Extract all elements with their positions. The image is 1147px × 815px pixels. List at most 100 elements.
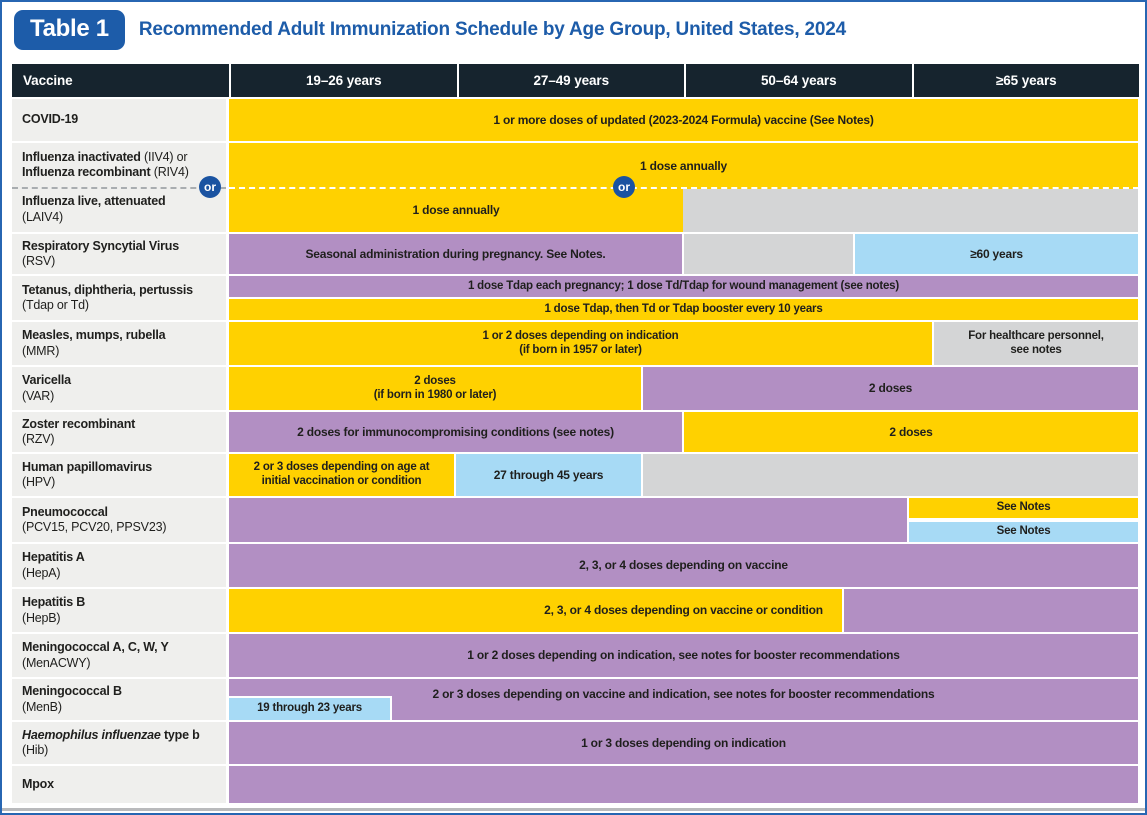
or-badge-icon: or xyxy=(613,176,635,198)
row-varicella: Varicella (VAR) 2 doses (if born in 1980 or… xyxy=(12,367,1139,410)
schedule-bar-purple: 2 doses xyxy=(643,367,1138,410)
vaccine-label-text: Haemophilus influenzae type b (Hib) xyxy=(22,727,200,757)
vaccine-label-text: Hepatitis A (HepA) xyxy=(22,550,85,580)
row-influenza-group: Influenza inactivated (IIV4) or Influenza… xyxy=(12,143,1139,232)
bar-area: 1 or 3 doses depending on indication xyxy=(229,722,1139,764)
schedule-bar-purple: 1 dose Tdap each pregnancy; 1 dose Td/Td… xyxy=(229,276,1138,297)
vaccine-label-mmr: Measles, mumps, rubella (MMR) xyxy=(12,322,226,365)
schedule-bar-purple: 2 doses for immunocompromising condition… xyxy=(229,412,682,452)
vaccine-label-rsv: Respiratory Syncytial Virus (RSV) xyxy=(12,234,226,274)
bar-area xyxy=(229,766,1139,803)
bar-area: 1 or more doses of updated (2023-2024 Fo… xyxy=(229,99,1139,141)
vaccine-label-varicella: Varicella (VAR) xyxy=(12,367,226,410)
row-tetanus: Tetanus, diphtheria, pertussis (Tdap or T… xyxy=(12,276,1139,320)
row-zoster: Zoster recombinant (RZV) 2 doses for immun… xyxy=(12,412,1139,452)
table-header-row: Vaccine 19–26 years 27–49 years 50–64 ye… xyxy=(12,64,1139,97)
dashed-divider-label xyxy=(12,187,226,189)
dashed-divider-bars xyxy=(229,187,1139,189)
or-badge-icon: or xyxy=(199,176,221,198)
vaccine-label-hep-b: Hepatitis B (HepB) xyxy=(12,589,226,632)
title-bar: Table 1 Recommended Adult Immunization S… xyxy=(14,10,846,50)
schedule-bar-purple: 2, 3, or 4 doses depending on vaccine xyxy=(229,544,1138,587)
vaccine-label-zoster: Zoster recombinant (RZV) xyxy=(12,412,226,452)
vaccine-label-text: COVID-19 xyxy=(22,112,79,127)
schedule-bar-purple xyxy=(229,498,907,542)
vaccine-label-hpv: Human papillomavirus (HPV) xyxy=(12,454,226,496)
bar-area: 2 doses (if born in 1980 or later) 2 doses xyxy=(229,367,1139,410)
schedule-bar-yellow: 2 doses xyxy=(684,412,1138,452)
vaccine-label-text: Zoster recombinant (RZV) xyxy=(22,416,136,446)
schedule-bar-gray xyxy=(643,454,1138,496)
bar-area: 1 or 2 doses depending on indication (if … xyxy=(229,322,1139,365)
vaccine-label-text: Human papillomavirus (HPV) xyxy=(22,459,153,489)
vaccine-label-pneumococcal: Pneumococcal (PCV15, PCV20, PPSV23) xyxy=(12,498,226,542)
schedule-bar-gray xyxy=(684,234,853,274)
vaccine-label-text: Meningococcal B (MenB) xyxy=(22,684,122,714)
row-pneumococcal: Pneumococcal (PCV15, PCV20, PPSV23) See No… xyxy=(12,498,1139,542)
vaccine-label-text: Mpox xyxy=(22,776,54,791)
schedule-bar-yellow: 2 or 3 doses depending on age at initial … xyxy=(229,454,454,496)
schedule-rows: COVID-19 1 or more doses of updated (2023… xyxy=(12,99,1139,805)
schedule-bar-yellow: See Notes xyxy=(909,498,1138,518)
vaccine-label-men-acwy: Meningococcal A, C, W, Y (MenACWY) xyxy=(12,634,226,677)
schedule-bar-gray xyxy=(683,189,1138,232)
bar-area: 1 or 2 doses depending on indication, se… xyxy=(229,634,1139,677)
column-header-65-plus: ≥65 years xyxy=(911,64,1140,97)
schedule-bar-yellow xyxy=(229,589,842,632)
row-rsv: Respiratory Syncytial Virus (RSV) Seasonal… xyxy=(12,234,1139,274)
schedule-bar-blue: See Notes xyxy=(909,522,1138,542)
row-hep-b: Hepatitis B (HepB) 2, 3, or 4 doses depend… xyxy=(12,589,1139,632)
bar-area: 1 dose annually 1 dose annually xyxy=(229,143,1139,232)
bar-area: 2, 3, or 4 doses depending on vaccine xyxy=(229,544,1139,587)
bar-area: Seasonal administration during pregnancy… xyxy=(229,234,1139,274)
schedule-bar-yellow: 1 dose annually xyxy=(229,143,1138,189)
vaccine-label-text: Varicella (VAR) xyxy=(22,373,71,403)
vaccine-label-text: Meningococcal A, C, W, Y (MenACWY) xyxy=(22,640,169,670)
row-men-b: Meningococcal B (MenB) 2 or 3 doses depend… xyxy=(12,679,1139,720)
column-header-vaccine: Vaccine xyxy=(23,73,73,88)
schedule-bar-purple: 1 or 2 doses depending on indication, se… xyxy=(229,634,1138,677)
vaccine-label-mpox: Mpox xyxy=(12,766,226,803)
vaccine-label-hep-a: Hepatitis A (HepA) xyxy=(12,544,226,587)
bar-area: 1 dose Tdap each pregnancy; 1 dose Td/Td… xyxy=(229,276,1139,320)
vaccine-label-text: Influenza live, attenuated (LAIV4) xyxy=(22,194,166,224)
column-header-27-49: 27–49 years xyxy=(456,64,685,97)
schedule-bar-blue: 27 through 45 years xyxy=(456,454,641,496)
schedule-bar-purple: Seasonal administration during pregnancy… xyxy=(229,234,682,274)
vaccine-label-covid-19: COVID-19 xyxy=(12,99,226,141)
schedule-bar-yellow: 1 or 2 doses depending on indication (if … xyxy=(229,322,932,365)
schedule-bar-blue: ≥60 years xyxy=(855,234,1138,274)
vaccine-label-text: Pneumococcal (PCV15, PCV20, PPSV23) xyxy=(22,504,167,534)
row-mpox: Mpox xyxy=(12,766,1139,803)
bar-area: 2 or 3 doses depending on age at initial … xyxy=(229,454,1139,496)
vaccine-label-text: Measles, mumps, rubella (MMR) xyxy=(22,328,166,358)
vaccine-label-men-b: Meningococcal B (MenB) xyxy=(12,679,226,720)
bar-area: 2, 3, or 4 doses depending on vaccine or… xyxy=(229,589,1139,632)
column-header-19-26: 19–26 years xyxy=(229,64,457,97)
table-number-badge: Table 1 xyxy=(14,10,125,50)
schedule-bar-yellow: 2 doses (if born in 1980 or later) xyxy=(229,367,641,410)
row-hep-a: Hepatitis A (HepA) 2, 3, or 4 doses depend… xyxy=(12,544,1139,587)
schedule-bar-purple: 1 or 3 doses depending on indication xyxy=(229,722,1138,764)
schedule-bar-purple xyxy=(844,589,1138,632)
schedule-bar-yellow: 1 dose annually xyxy=(229,189,683,232)
row-men-acwy: Meningococcal A, C, W, Y (MenACWY) 1 or 2 … xyxy=(12,634,1139,677)
page-title: Recommended Adult Immunization Schedule … xyxy=(138,19,846,40)
schedule-bar-text: 2 or 3 doses depending on vaccine and in… xyxy=(432,686,935,701)
schedule-bar-yellow: 1 dose Tdap, then Td or Tdap booster eve… xyxy=(229,299,1138,320)
row-hib: Haemophilus influenzae type b (Hib) 1 or 3… xyxy=(12,722,1139,764)
row-covid-19: COVID-19 1 or more doses of updated (2023… xyxy=(12,99,1139,141)
schedule-bar-purple xyxy=(229,766,1138,803)
bar-area: See Notes See Notes xyxy=(229,498,1139,542)
bottom-divider xyxy=(2,808,1145,811)
schedule-bar-blue: 19 through 23 years xyxy=(229,696,392,720)
bar-area: 2 doses for immunocompromising condition… xyxy=(229,412,1139,452)
vaccine-label-text: Respiratory Syncytial Virus (RSV) xyxy=(22,238,179,268)
vaccine-label-hib: Haemophilus influenzae type b (Hib) xyxy=(12,722,226,764)
row-mmr: Measles, mumps, rubella (MMR) 1 or 2 doses… xyxy=(12,322,1139,365)
row-hpv: Human papillomavirus (HPV) 2 or 3 doses de… xyxy=(12,454,1139,496)
schedule-bar-text: 2, 3, or 4 doses depending on vaccine or… xyxy=(544,603,823,618)
schedule-bar-gray: For healthcare personnel, see notes xyxy=(934,322,1138,365)
column-header-50-64: 50–64 years xyxy=(684,64,912,97)
